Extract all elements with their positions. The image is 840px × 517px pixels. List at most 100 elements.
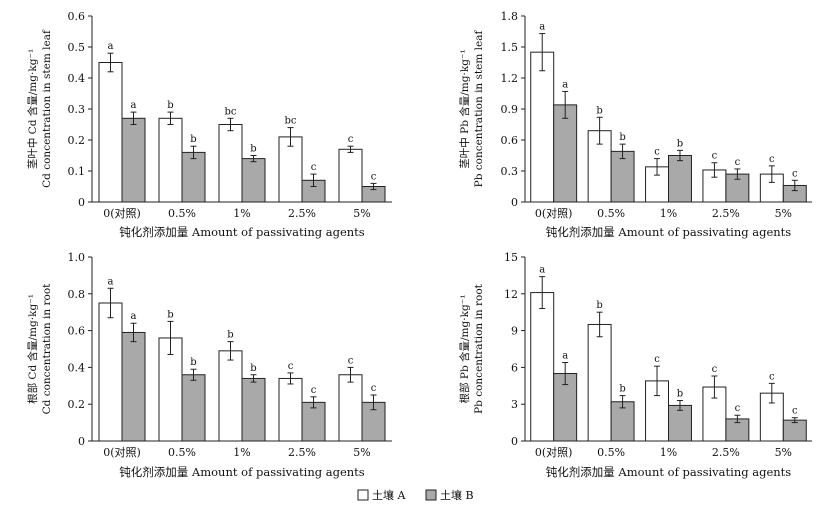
y-axis-label-en: Pb concentration in stem leaf bbox=[473, 30, 485, 188]
significance-letter: c bbox=[712, 151, 718, 162]
x-axis-label: 钝化剂添加量 Amount of passivating agents bbox=[546, 225, 792, 239]
y-tick-label: 0.9 bbox=[501, 103, 519, 116]
significance-letter: b bbox=[596, 105, 602, 116]
y-tick-label: 0.3 bbox=[501, 165, 519, 178]
y-tick-label: 0.4 bbox=[68, 72, 86, 85]
y-tick-label: 0 bbox=[78, 196, 85, 209]
y-tick-label: 3 bbox=[511, 398, 518, 411]
x-tick-label: 0.5% bbox=[168, 207, 196, 220]
significance-letter: c bbox=[654, 354, 660, 365]
significance-letter: b bbox=[619, 132, 625, 143]
bar-soil_a bbox=[530, 51, 555, 203]
significance-letter: b bbox=[167, 309, 173, 320]
legend: 土壤 A 土壤 B bbox=[357, 488, 474, 502]
significance-letter: c bbox=[311, 162, 317, 173]
y-tick-label: 0 bbox=[78, 435, 85, 448]
bar-soil_a bbox=[278, 377, 303, 442]
y-axis-label-en: Pb concentration in root bbox=[473, 283, 485, 414]
y-tick-label: 0.2 bbox=[68, 134, 86, 147]
bar-soil_a bbox=[158, 117, 183, 203]
significance-letter: c bbox=[792, 168, 798, 179]
y-tick-label: 0.4 bbox=[68, 361, 86, 374]
significance-letter: b bbox=[190, 357, 196, 368]
significance-letter: a bbox=[539, 265, 545, 276]
y-axis-label-en: Cd concentration in root bbox=[41, 283, 53, 415]
significance-letter: b bbox=[250, 144, 256, 155]
bar-soil_b bbox=[121, 331, 146, 442]
significance-letter: b bbox=[167, 100, 173, 111]
y-tick-label: 0.6 bbox=[68, 10, 86, 23]
chart-panel-bottom-right: 0 3 6 9 12 15 0(对照) a a 0.5% b b 1% c b 2.5% c c 5% c c 钝化剂添加… bbox=[458, 251, 812, 479]
significance-letter: b bbox=[619, 384, 625, 395]
x-tick-label: 0.5% bbox=[168, 446, 196, 459]
y-axis-label-cn: 茎叶中 Pb 含量/mg·kg⁻¹ bbox=[458, 49, 471, 168]
x-tick-label: 1% bbox=[233, 207, 250, 220]
significance-letter: c bbox=[712, 364, 718, 375]
y-tick-label: 15 bbox=[504, 251, 518, 264]
x-tick-label: 0(对照) bbox=[535, 206, 573, 220]
y-tick-label: 1.2 bbox=[501, 72, 519, 85]
bar-soil_b bbox=[782, 419, 807, 442]
x-tick-label: 5% bbox=[775, 207, 792, 220]
significance-letter: a bbox=[108, 41, 114, 52]
significance-letter: bc bbox=[224, 106, 236, 117]
bar-soil_b bbox=[241, 377, 266, 442]
chart-panel-top-left: 0 0.1 0.2 0.3 0.4 0.5 0.6 0(对照) a a 0.5% b b 1% bc b 2.5… bbox=[26, 10, 392, 239]
y-tick-label: 0.2 bbox=[68, 398, 86, 411]
bar-soil_b bbox=[121, 117, 146, 203]
bar-soil_a bbox=[218, 350, 243, 442]
legend-label-soil-a: 土壤 A bbox=[372, 488, 406, 502]
bar-soil_a bbox=[338, 148, 363, 203]
chart-panel-top-right: 0 0.3 0.6 0.9 1.2 1.5 1.8 0(对照) a a 0.5% b b 1% c b 2.5%… bbox=[458, 10, 812, 239]
x-axis-label: 钝化剂添加量 Amount of passivating agents bbox=[119, 465, 365, 479]
y-axis-label-cn: 根部 Pb 含量/mg·kg⁻¹ bbox=[458, 295, 471, 404]
significance-letter: a bbox=[539, 22, 545, 33]
y-tick-label: 1.8 bbox=[501, 10, 519, 23]
significance-letter: a bbox=[108, 276, 114, 287]
x-axis-label: 钝化剂添加量 Amount of passivating agents bbox=[546, 465, 792, 479]
significance-letter: a bbox=[562, 79, 568, 90]
significance-letter: a bbox=[131, 100, 137, 111]
bar-soil_a bbox=[98, 62, 123, 203]
x-tick-label: 2.5% bbox=[712, 207, 740, 220]
significance-letter: c bbox=[288, 361, 294, 372]
significance-letter: c bbox=[769, 371, 775, 382]
significance-letter: a bbox=[562, 350, 568, 361]
x-tick-label: 0.5% bbox=[597, 446, 625, 459]
bar-soil_a bbox=[530, 292, 555, 442]
bar-soil_a bbox=[98, 302, 123, 442]
x-tick-label: 2.5% bbox=[288, 207, 316, 220]
bar-soil_b bbox=[181, 151, 206, 203]
significance-letter: b bbox=[677, 138, 683, 149]
x-tick-label: 2.5% bbox=[288, 446, 316, 459]
y-tick-label: 1.5 bbox=[501, 41, 519, 54]
significance-letter: b bbox=[596, 300, 602, 311]
x-tick-label: 5% bbox=[353, 446, 370, 459]
x-tick-label: 1% bbox=[660, 207, 677, 220]
significance-letter: c bbox=[654, 147, 660, 158]
y-tick-label: 0.8 bbox=[68, 288, 86, 301]
x-tick-label: 0.5% bbox=[597, 207, 625, 220]
x-tick-label: 0(对照) bbox=[103, 206, 141, 220]
x-tick-label: 0(对照) bbox=[535, 445, 573, 459]
y-tick-label: 6 bbox=[511, 361, 518, 374]
bar-soil_a bbox=[338, 374, 363, 442]
x-axis-label: 钝化剂添加量 Amount of passivating agents bbox=[119, 225, 365, 239]
y-tick-label: 12 bbox=[504, 288, 518, 301]
y-tick-label: 0.6 bbox=[68, 325, 86, 338]
significance-letter: c bbox=[735, 403, 741, 414]
y-axis-label-cn: 根部 Cd 含量/mg·kg⁻¹ bbox=[26, 294, 39, 404]
y-axis-label-cn: 茎叶中 Cd 含量/mg·kg⁻¹ bbox=[26, 49, 39, 169]
y-tick-label: 9 bbox=[511, 325, 518, 338]
significance-letter: c bbox=[348, 134, 354, 145]
x-tick-label: 5% bbox=[353, 207, 370, 220]
significance-letter: b bbox=[190, 134, 196, 145]
significance-letter: c bbox=[735, 157, 741, 168]
x-tick-label: 2.5% bbox=[712, 446, 740, 459]
significance-letter: c bbox=[792, 406, 798, 417]
legend-swatch-soil-b bbox=[425, 489, 437, 501]
y-tick-label: 1.0 bbox=[68, 251, 86, 264]
significance-letter: c bbox=[371, 383, 377, 394]
